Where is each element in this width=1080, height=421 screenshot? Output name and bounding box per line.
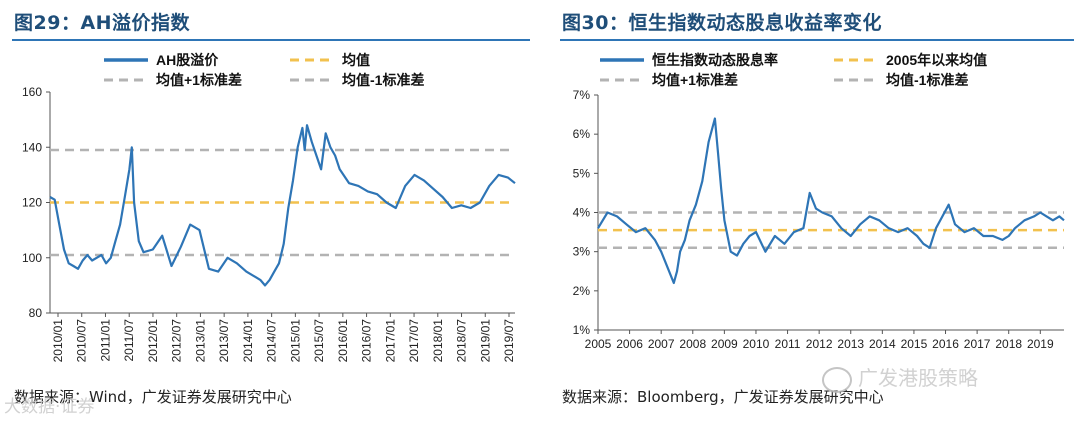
x-tick-label: 2012/01 bbox=[146, 319, 160, 363]
watermark-text: 广发港股策略 bbox=[858, 366, 978, 390]
legend-label: 均值-1标准差 bbox=[342, 72, 424, 88]
x-tick-label: 2013/07 bbox=[217, 319, 231, 363]
y-tick-label: 3% bbox=[573, 245, 591, 259]
title-divider bbox=[12, 39, 530, 41]
watermark-text: 大数据·证券 bbox=[4, 397, 95, 417]
legend-label: 均值-1标准差 bbox=[886, 72, 968, 88]
x-tick-label: 2010/07 bbox=[75, 319, 89, 363]
series-line bbox=[49, 124, 516, 287]
x-tick-label: 2006 bbox=[616, 337, 643, 351]
x-tick-label: 2018/01 bbox=[431, 319, 445, 363]
chart-panel-ah-premium: 图29：AH溢价指数 AH股溢价 均值均值+1标准差 均值-1标准差 80 100 120… bbox=[0, 0, 536, 421]
x-tick-label: 2013 bbox=[837, 337, 864, 351]
x-tick-label: 2019/07 bbox=[502, 319, 516, 363]
x-tick-label: 2014/01 bbox=[241, 319, 255, 363]
y-tick-label: 7% bbox=[573, 88, 591, 102]
x-tick-label: 2007 bbox=[648, 337, 675, 351]
wechat-icon bbox=[822, 366, 852, 393]
wechat-watermark: 广发港股策略 bbox=[822, 362, 978, 393]
legend-label: 恒生指数动态股息率 bbox=[652, 52, 778, 68]
x-tick-label: 2008 bbox=[679, 337, 706, 351]
y-tick-label: 1% bbox=[573, 323, 591, 337]
x-tick-label: 2012 bbox=[806, 337, 833, 351]
chart-title: 图30：恒生指数动态股息收益率变化 bbox=[562, 12, 882, 34]
corner-watermark: 大数据·证券 bbox=[4, 392, 94, 417]
y-tick-label: 2% bbox=[573, 284, 591, 298]
data-source: 数据来源：Wind，广发证券发展研究中心 bbox=[14, 388, 292, 406]
title-divider bbox=[560, 39, 1074, 41]
y-tick-label: 160 bbox=[22, 85, 42, 99]
legend-label: 均值 bbox=[342, 52, 370, 68]
x-tick-label: 2011/07 bbox=[122, 319, 136, 362]
x-tick-label: 2014/07 bbox=[265, 319, 279, 363]
chart-title: 图29：AH溢价指数 bbox=[14, 12, 191, 34]
series-line bbox=[597, 117, 1065, 285]
x-tick-label: 2015/01 bbox=[288, 319, 302, 363]
data-source: 数据来源：Bloomberg，广发证券发展研究中心 bbox=[562, 388, 884, 406]
y-tick-label: 80 bbox=[29, 306, 43, 320]
y-tick-label: 4% bbox=[573, 206, 591, 220]
x-tick-label: 2013/01 bbox=[193, 319, 207, 363]
x-tick-label: 2012/07 bbox=[170, 319, 184, 363]
x-tick-label: 2011 bbox=[775, 337, 801, 351]
x-tick-label: 2016/07 bbox=[360, 319, 374, 363]
x-tick-label: 2009 bbox=[711, 337, 738, 351]
x-tick-label: 2016/01 bbox=[336, 319, 350, 363]
x-tick-label: 2010 bbox=[743, 337, 770, 351]
x-tick-label: 2017 bbox=[964, 337, 991, 351]
legend-label: AH股溢价 bbox=[156, 52, 219, 68]
chart-panel-dividend-yield: 图30：恒生指数动态股息收益率变化 恒生指数动态股息率 2005年以来均值均值+1… bbox=[548, 0, 1080, 421]
y-tick-label: 100 bbox=[22, 251, 42, 265]
x-tick-label: 2017/01 bbox=[383, 319, 397, 363]
x-tick-label: 2015 bbox=[901, 337, 928, 351]
x-tick-label: 2014 bbox=[869, 337, 896, 351]
x-tick-label: 2018/07 bbox=[455, 319, 469, 363]
legend-label: 均值+1标准差 bbox=[156, 72, 242, 88]
legend-label: 均值+1标准差 bbox=[652, 72, 738, 88]
x-tick-label: 2005 bbox=[585, 337, 612, 351]
x-tick-label: 2010/01 bbox=[51, 319, 65, 363]
x-tick-label: 2016 bbox=[932, 337, 959, 351]
y-tick-label: 6% bbox=[573, 127, 591, 141]
y-tick-label: 140 bbox=[22, 140, 42, 154]
x-tick-label: 2017/07 bbox=[407, 319, 421, 363]
x-tick-label: 2019/01 bbox=[478, 319, 492, 363]
y-tick-label: 5% bbox=[573, 166, 591, 180]
y-tick-label: 120 bbox=[22, 196, 42, 210]
x-tick-label: 2015/07 bbox=[312, 319, 326, 363]
legend-label: 2005年以来均值 bbox=[886, 52, 987, 68]
x-tick-label: 2019 bbox=[1027, 337, 1054, 351]
x-tick-label: 2018 bbox=[995, 337, 1022, 351]
x-tick-label: 2011/01 bbox=[98, 319, 112, 362]
